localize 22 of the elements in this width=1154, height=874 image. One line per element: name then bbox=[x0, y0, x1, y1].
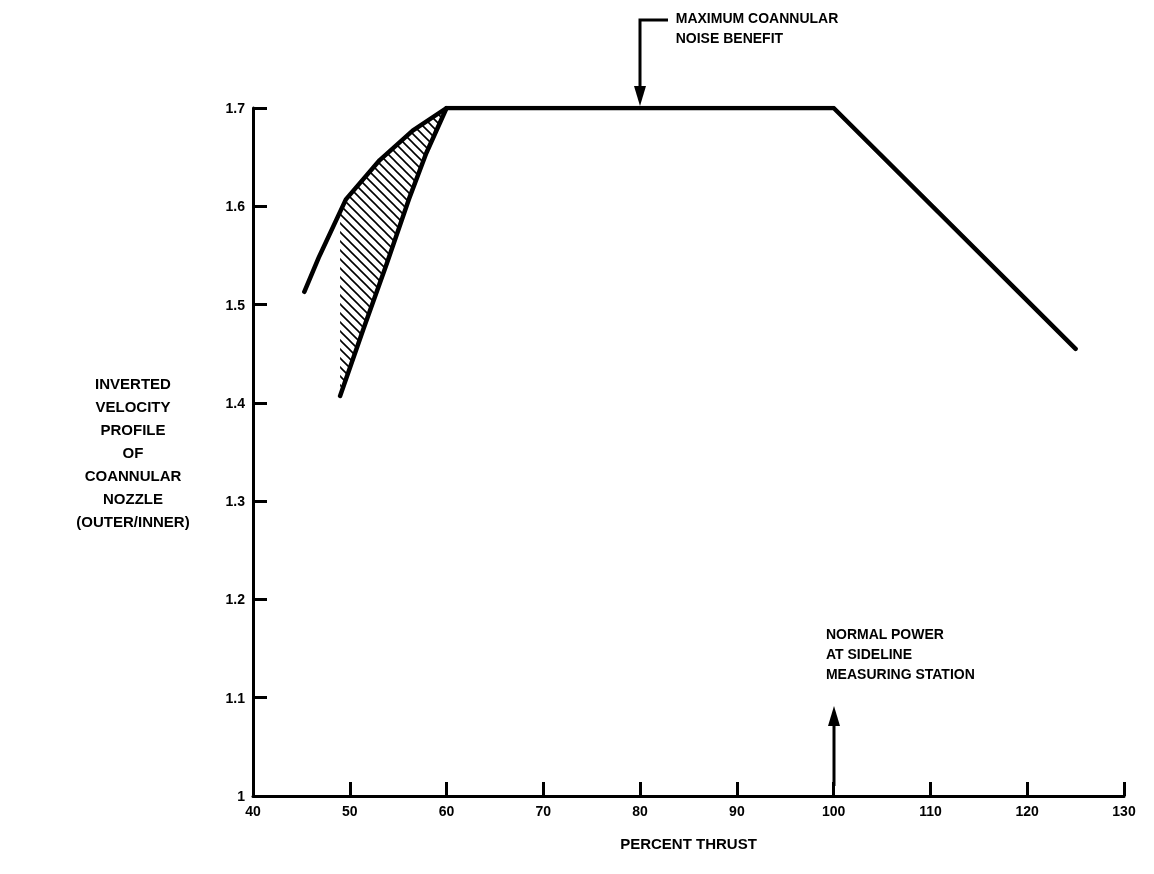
x-tick-label: 40 bbox=[245, 803, 261, 819]
y-tick-label: 1.7 bbox=[225, 100, 246, 116]
y-tick-label: 1 bbox=[237, 788, 246, 804]
y-tick-label: 1.2 bbox=[225, 591, 246, 608]
x-tick-label: 130 bbox=[1112, 803, 1136, 819]
x-axis-title: PERCENT THRUST bbox=[620, 835, 757, 852]
y-tick-label: 1.5 bbox=[225, 296, 246, 313]
text: MAXIMUM COANNULAR NOISE BENEFIT bbox=[675, 10, 839, 46]
y-tick-label: 1.6 bbox=[225, 198, 246, 215]
y-tick-label: 1.1 bbox=[225, 689, 246, 706]
y-tick-label: 1.3 bbox=[225, 493, 246, 510]
x-tick-label: 90 bbox=[729, 803, 745, 819]
x-tick-label: 100 bbox=[821, 803, 846, 819]
x-tick-label: 50 bbox=[341, 803, 358, 819]
x-tick-label: 60 bbox=[438, 803, 455, 819]
x-tick-label: 80 bbox=[632, 803, 649, 819]
y-axis-title: INVERTED VELOCITY PROFILE OF COANNULAR NOZZLE (OUTER/INNER) bbox=[76, 374, 190, 530]
x-tick-label: 110 bbox=[919, 803, 942, 819]
y-tick-label: 1.4 bbox=[225, 394, 246, 411]
x-tick-label: 70 bbox=[535, 803, 552, 819]
annotation: NORMAL POWER AT SIDELINE MEASURING STATION bbox=[825, 626, 975, 682]
x-tick-label: 120 bbox=[1015, 803, 1040, 819]
